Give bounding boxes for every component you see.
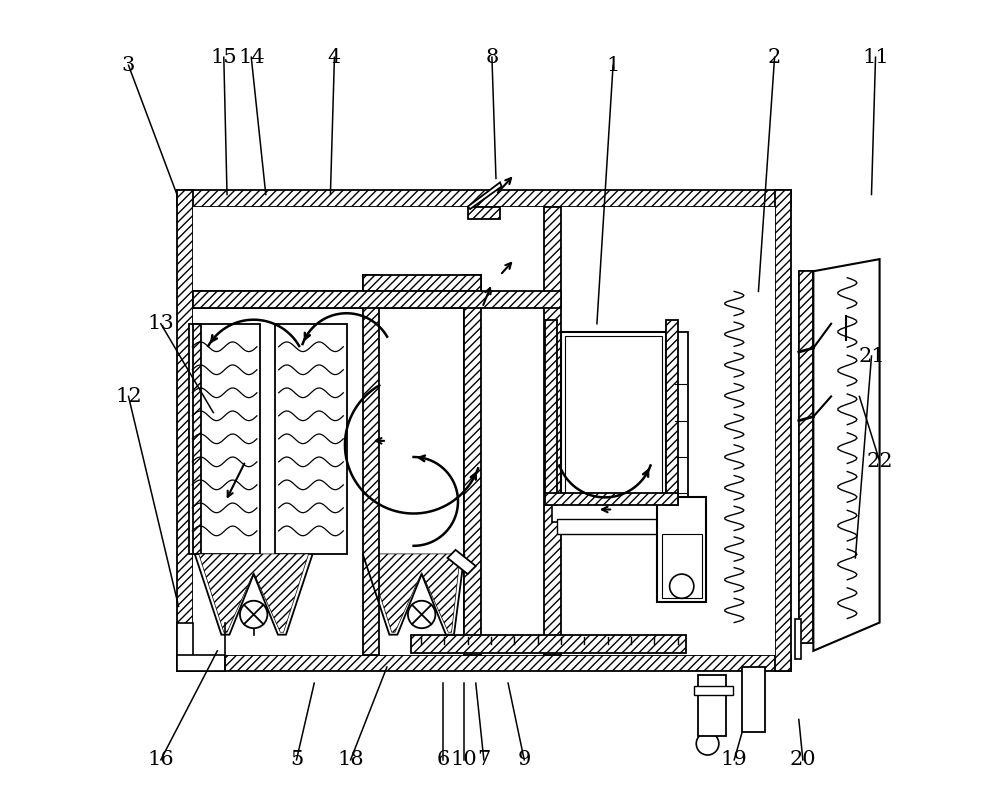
Bar	[666, 320, 678, 506]
Bar	[464, 275, 481, 654]
Bar	[561, 332, 666, 502]
Text: 16: 16	[147, 751, 174, 769]
Text: 6: 6	[437, 751, 450, 769]
Text: 8: 8	[485, 48, 499, 66]
Text: 14: 14	[238, 48, 265, 66]
Bar	[177, 654, 791, 671]
Bar	[545, 320, 557, 506]
Text: 12: 12	[115, 387, 142, 406]
Bar	[552, 502, 674, 522]
Text: 3: 3	[122, 56, 135, 74]
Text: 10: 10	[450, 751, 477, 769]
Bar	[193, 291, 561, 307]
Bar	[839, 340, 854, 413]
Bar	[193, 206, 775, 654]
Bar	[545, 493, 678, 506]
Bar	[795, 619, 801, 659]
Bar	[464, 307, 480, 654]
Text: 2: 2	[768, 48, 781, 66]
Bar	[177, 190, 193, 671]
Bar	[544, 206, 561, 654]
Bar	[177, 654, 225, 671]
Bar	[799, 271, 813, 642]
Polygon shape	[199, 554, 309, 633]
Text: 21: 21	[858, 346, 885, 366]
Bar	[468, 206, 500, 218]
Text: 1: 1	[606, 56, 620, 74]
Text: 19: 19	[721, 751, 748, 769]
Text: 20: 20	[790, 751, 816, 769]
Bar	[275, 324, 347, 554]
Bar	[839, 340, 854, 413]
Polygon shape	[813, 259, 880, 650]
Bar	[177, 623, 193, 671]
Polygon shape	[367, 554, 460, 633]
Text: 11: 11	[862, 48, 889, 66]
Bar	[565, 336, 662, 498]
Bar	[694, 685, 733, 695]
Bar	[411, 636, 686, 653]
Text: 13: 13	[147, 314, 174, 333]
Bar	[662, 534, 702, 599]
Bar	[775, 190, 791, 671]
Bar	[557, 519, 670, 534]
Bar	[799, 271, 813, 642]
Bar	[193, 291, 464, 307]
Bar	[189, 324, 260, 554]
Polygon shape	[448, 550, 476, 574]
Text: 7: 7	[477, 751, 490, 769]
Text: 22: 22	[866, 451, 893, 471]
Bar	[193, 291, 480, 307]
Bar	[674, 332, 688, 502]
Text: 18: 18	[337, 751, 364, 769]
Bar	[363, 275, 379, 654]
Bar	[193, 324, 201, 554]
Bar	[657, 498, 706, 603]
Text: 4: 4	[328, 48, 341, 66]
Bar	[363, 275, 481, 291]
Bar	[698, 675, 726, 735]
Text: 9: 9	[518, 751, 531, 769]
Bar	[177, 190, 791, 206]
Text: 5: 5	[290, 751, 303, 769]
Polygon shape	[468, 182, 502, 209]
Bar	[742, 667, 765, 731]
Text: 15: 15	[210, 48, 237, 66]
